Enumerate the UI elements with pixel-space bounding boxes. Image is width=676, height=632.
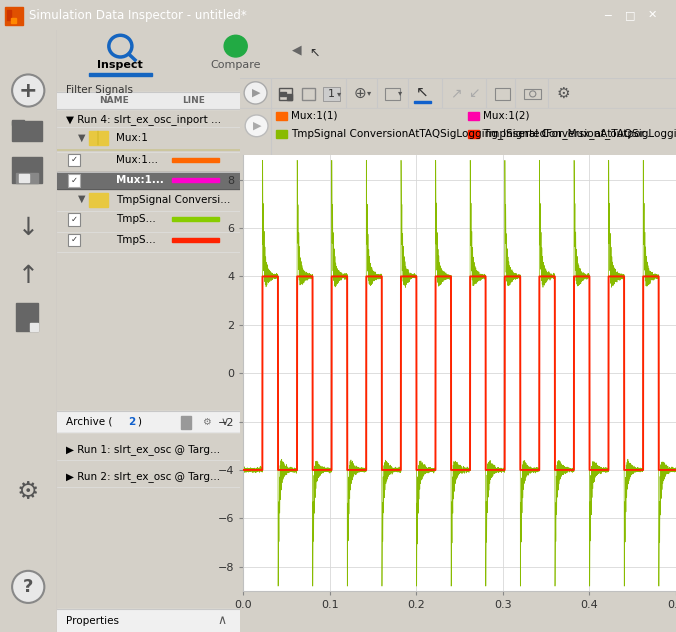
Text: ↖: ↖ <box>416 85 429 99</box>
Text: ✓: ✓ <box>71 235 78 245</box>
Text: Mux:1...: Mux:1... <box>116 155 158 165</box>
Bar <box>468 112 479 120</box>
Bar <box>172 178 219 183</box>
Bar <box>7 10 11 20</box>
Text: ▶ Run 1: slrt_ex_osc @ Targ...: ▶ Run 1: slrt_ex_osc @ Targ... <box>66 444 220 455</box>
Bar <box>302 88 315 100</box>
Bar <box>496 88 510 100</box>
Text: Mux:1...: Mux:1... <box>116 175 164 185</box>
Text: ▾: ▾ <box>366 88 371 97</box>
Text: ?: ? <box>23 578 33 596</box>
Text: +: + <box>19 80 38 100</box>
Text: ✕: ✕ <box>648 10 656 20</box>
Text: ⚙: ⚙ <box>17 480 39 504</box>
Text: ▶: ▶ <box>252 88 261 98</box>
Text: 1: 1 <box>329 89 335 99</box>
Bar <box>68 213 80 226</box>
Text: ): ) <box>137 416 141 427</box>
Bar <box>11 18 16 23</box>
Bar <box>19 174 29 182</box>
Text: Simulation Data Inspector - untitled*: Simulation Data Inspector - untitled* <box>29 9 247 21</box>
Text: □: □ <box>625 10 635 20</box>
Text: ◀: ◀ <box>291 44 301 57</box>
Text: ✓: ✓ <box>71 215 78 224</box>
Bar <box>287 94 292 100</box>
Text: Mux:1(2): Mux:1(2) <box>483 111 529 121</box>
Text: ⚙: ⚙ <box>557 85 571 100</box>
Text: ▼: ▼ <box>78 132 86 142</box>
Circle shape <box>12 571 45 603</box>
Text: ∨: ∨ <box>220 416 228 427</box>
Text: ∧: ∧ <box>218 614 227 627</box>
Bar <box>385 88 400 100</box>
Text: ▼ Run 4: slrt_ex_osc_inport ...: ▼ Run 4: slrt_ex_osc_inport ... <box>66 114 221 125</box>
Text: TmpS...: TmpS... <box>116 235 155 245</box>
Bar <box>89 193 107 207</box>
Text: Properties: Properties <box>66 616 119 626</box>
Text: TmpS...: TmpS... <box>116 214 155 224</box>
Text: ✓: ✓ <box>230 39 241 53</box>
Bar <box>57 609 240 632</box>
Bar <box>279 88 292 100</box>
Text: ▼: ▼ <box>78 194 86 204</box>
Text: TmpSignal Conversi...: TmpSignal Conversi... <box>116 195 231 205</box>
Bar <box>172 217 219 221</box>
Text: TmpSignal ConversionAtTAQSigLogging_InsertedFor_Mux_at_outpor...: TmpSignal ConversionAtTAQSigLogging_Inse… <box>483 128 676 139</box>
Text: LINE: LINE <box>183 96 206 105</box>
Text: ↓: ↓ <box>18 216 39 240</box>
Bar <box>468 130 479 138</box>
Bar <box>68 234 80 246</box>
Text: Filter Signals: Filter Signals <box>66 85 132 95</box>
Bar <box>89 131 107 145</box>
Bar <box>12 157 43 183</box>
Text: ▶ Run 2: slrt_ex_osc @ Targ...: ▶ Run 2: slrt_ex_osc @ Targ... <box>66 471 220 482</box>
Bar <box>89 73 152 76</box>
Text: Inspect: Inspect <box>97 60 143 70</box>
Bar <box>414 101 431 103</box>
Text: ▾: ▾ <box>337 89 341 99</box>
Text: ↗: ↗ <box>450 86 462 100</box>
Bar <box>57 92 240 109</box>
Bar <box>172 238 219 242</box>
Bar <box>323 87 339 101</box>
Bar <box>12 119 24 125</box>
Circle shape <box>244 82 267 104</box>
Bar <box>281 92 286 96</box>
Bar <box>16 303 39 331</box>
Bar <box>57 411 240 432</box>
Text: Compare: Compare <box>210 60 261 70</box>
Text: Archive (: Archive ( <box>66 416 112 427</box>
Text: ↙: ↙ <box>468 86 479 100</box>
Text: ▶: ▶ <box>254 121 262 131</box>
Text: ▾: ▾ <box>397 88 402 97</box>
Text: Mux:1(1): Mux:1(1) <box>291 111 337 121</box>
Bar <box>68 174 80 186</box>
Text: ⚙: ⚙ <box>202 416 211 427</box>
Text: ─: ─ <box>604 10 611 20</box>
Text: ✓: ✓ <box>71 155 78 164</box>
Bar <box>16 173 39 183</box>
Bar <box>180 416 191 428</box>
Text: TmpSignal ConversionAtTAQSigLogging_InsertedFor_Mux_at_outpor...: TmpSignal ConversionAtTAQSigLogging_Inse… <box>291 128 654 139</box>
Bar <box>68 154 80 166</box>
Circle shape <box>224 35 247 57</box>
Bar <box>172 158 219 162</box>
Text: ↑: ↑ <box>18 264 39 288</box>
Text: NAME: NAME <box>99 96 129 105</box>
Text: Mux:1: Mux:1 <box>116 133 148 143</box>
Circle shape <box>245 115 268 137</box>
Bar <box>525 89 541 99</box>
Text: 2: 2 <box>128 416 136 427</box>
Text: ⊕: ⊕ <box>354 85 367 100</box>
Circle shape <box>12 75 45 107</box>
Bar <box>12 121 43 141</box>
Bar <box>57 172 240 188</box>
Bar <box>30 323 39 331</box>
Bar <box>276 112 287 120</box>
Text: ✓: ✓ <box>71 176 78 185</box>
Text: ↖: ↖ <box>309 47 320 59</box>
Bar <box>5 7 23 25</box>
Bar <box>276 130 287 138</box>
